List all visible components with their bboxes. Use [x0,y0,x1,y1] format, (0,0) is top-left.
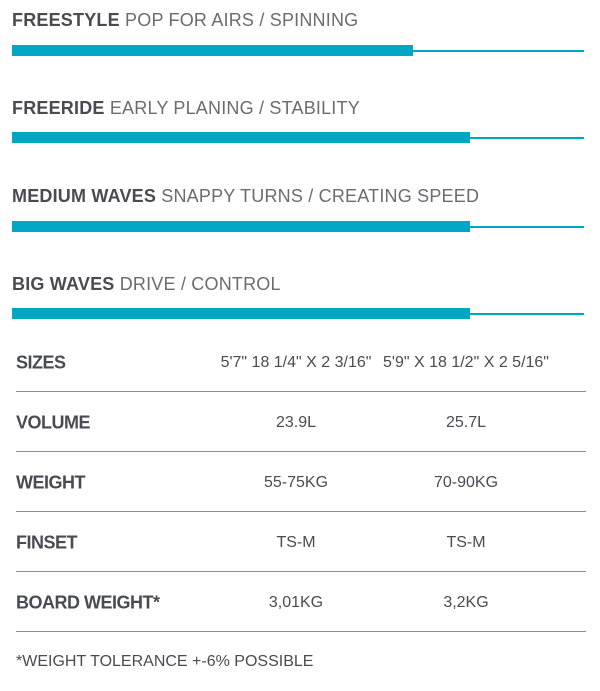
spec-table: SIZES 5'7" 18 1/4" X 2 3/16" 5'9" X 18 1… [16,332,586,632]
spec-value-size-2: 70-90KG [433,474,499,491]
rating-bar [12,45,584,57]
spec-label: WEIGHT [16,471,86,493]
spec-value-size-1: 5'7" 18 1/4" X 2 3/16" [220,354,372,371]
rating-bar-fill [12,132,470,143]
spec-label: FINSET [16,531,78,553]
rating-description: EARLY PLANING / STABILITY [109,98,360,118]
rating-bar [12,132,584,144]
rating-bar [12,221,584,233]
spec-value-size-1: 55-75KG [263,474,329,491]
rating-title: MEDIUM WAVES SNAPPY TURNS / CREATING SPE… [12,186,584,207]
spec-value-size-1: TS-M [276,534,316,551]
rating-big-waves: BIG WAVES DRIVE / CONTROL [12,274,584,319]
rating-bar-fill [12,308,470,319]
rating-bar-fill [12,45,413,56]
rating-title: BIG WAVES DRIVE / CONTROL [12,274,584,295]
rating-title: FREESTYLE POP FOR AIRS / SPINNING [12,10,584,31]
spec-value-size-2: 5'9" X 18 1/2" X 2 5/16" [383,354,549,371]
rating-category: MEDIUM WAVES [12,186,157,206]
rating-description: POP FOR AIRS / SPINNING [125,10,359,30]
rating-freestyle: FREESTYLE POP FOR AIRS / SPINNING [12,10,584,56]
spec-row-volume: VOLUME 23.9L 25.7L [16,392,586,452]
rating-description: DRIVE / CONTROL [119,274,281,294]
rating-category: FREESTYLE [12,10,120,30]
rating-description: SNAPPY TURNS / CREATING SPEED [161,186,480,206]
spec-row-finset: FINSET TS-M TS-M [16,512,586,572]
spec-value-size-1: 3,01KG [268,594,324,611]
spec-label: BOARD WEIGHT* [16,591,160,613]
spec-row-board-weight: BOARD WEIGHT* 3,01KG 3,2KG [16,572,586,632]
spec-value-size-2: 25.7L [445,414,487,431]
spec-value-size-2: 3,2KG [443,594,489,611]
spec-row-weight: WEIGHT 55-75KG 70-90KG [16,452,586,512]
spec-label: VOLUME [16,411,91,433]
rating-freeride: FREERIDE EARLY PLANING / STABILITY [12,98,584,143]
spec-value-size-1: 23.9L [275,414,317,431]
rating-category: FREERIDE [12,98,105,118]
spec-value-size-2: TS-M [446,534,486,551]
rating-medium-waves: MEDIUM WAVES SNAPPY TURNS / CREATING SPE… [12,186,584,232]
rating-bar [12,308,584,320]
spec-label: SIZES [16,351,66,373]
rating-bar-fill [12,221,470,232]
spec-row-sizes: SIZES 5'7" 18 1/4" X 2 3/16" 5'9" X 18 1… [16,332,586,392]
rating-title: FREERIDE EARLY PLANING / STABILITY [12,98,584,119]
rating-category: BIG WAVES [12,274,115,294]
weight-tolerance-footnote: *WEIGHT TOLERANCE +-6% POSSIBLE [16,653,314,670]
